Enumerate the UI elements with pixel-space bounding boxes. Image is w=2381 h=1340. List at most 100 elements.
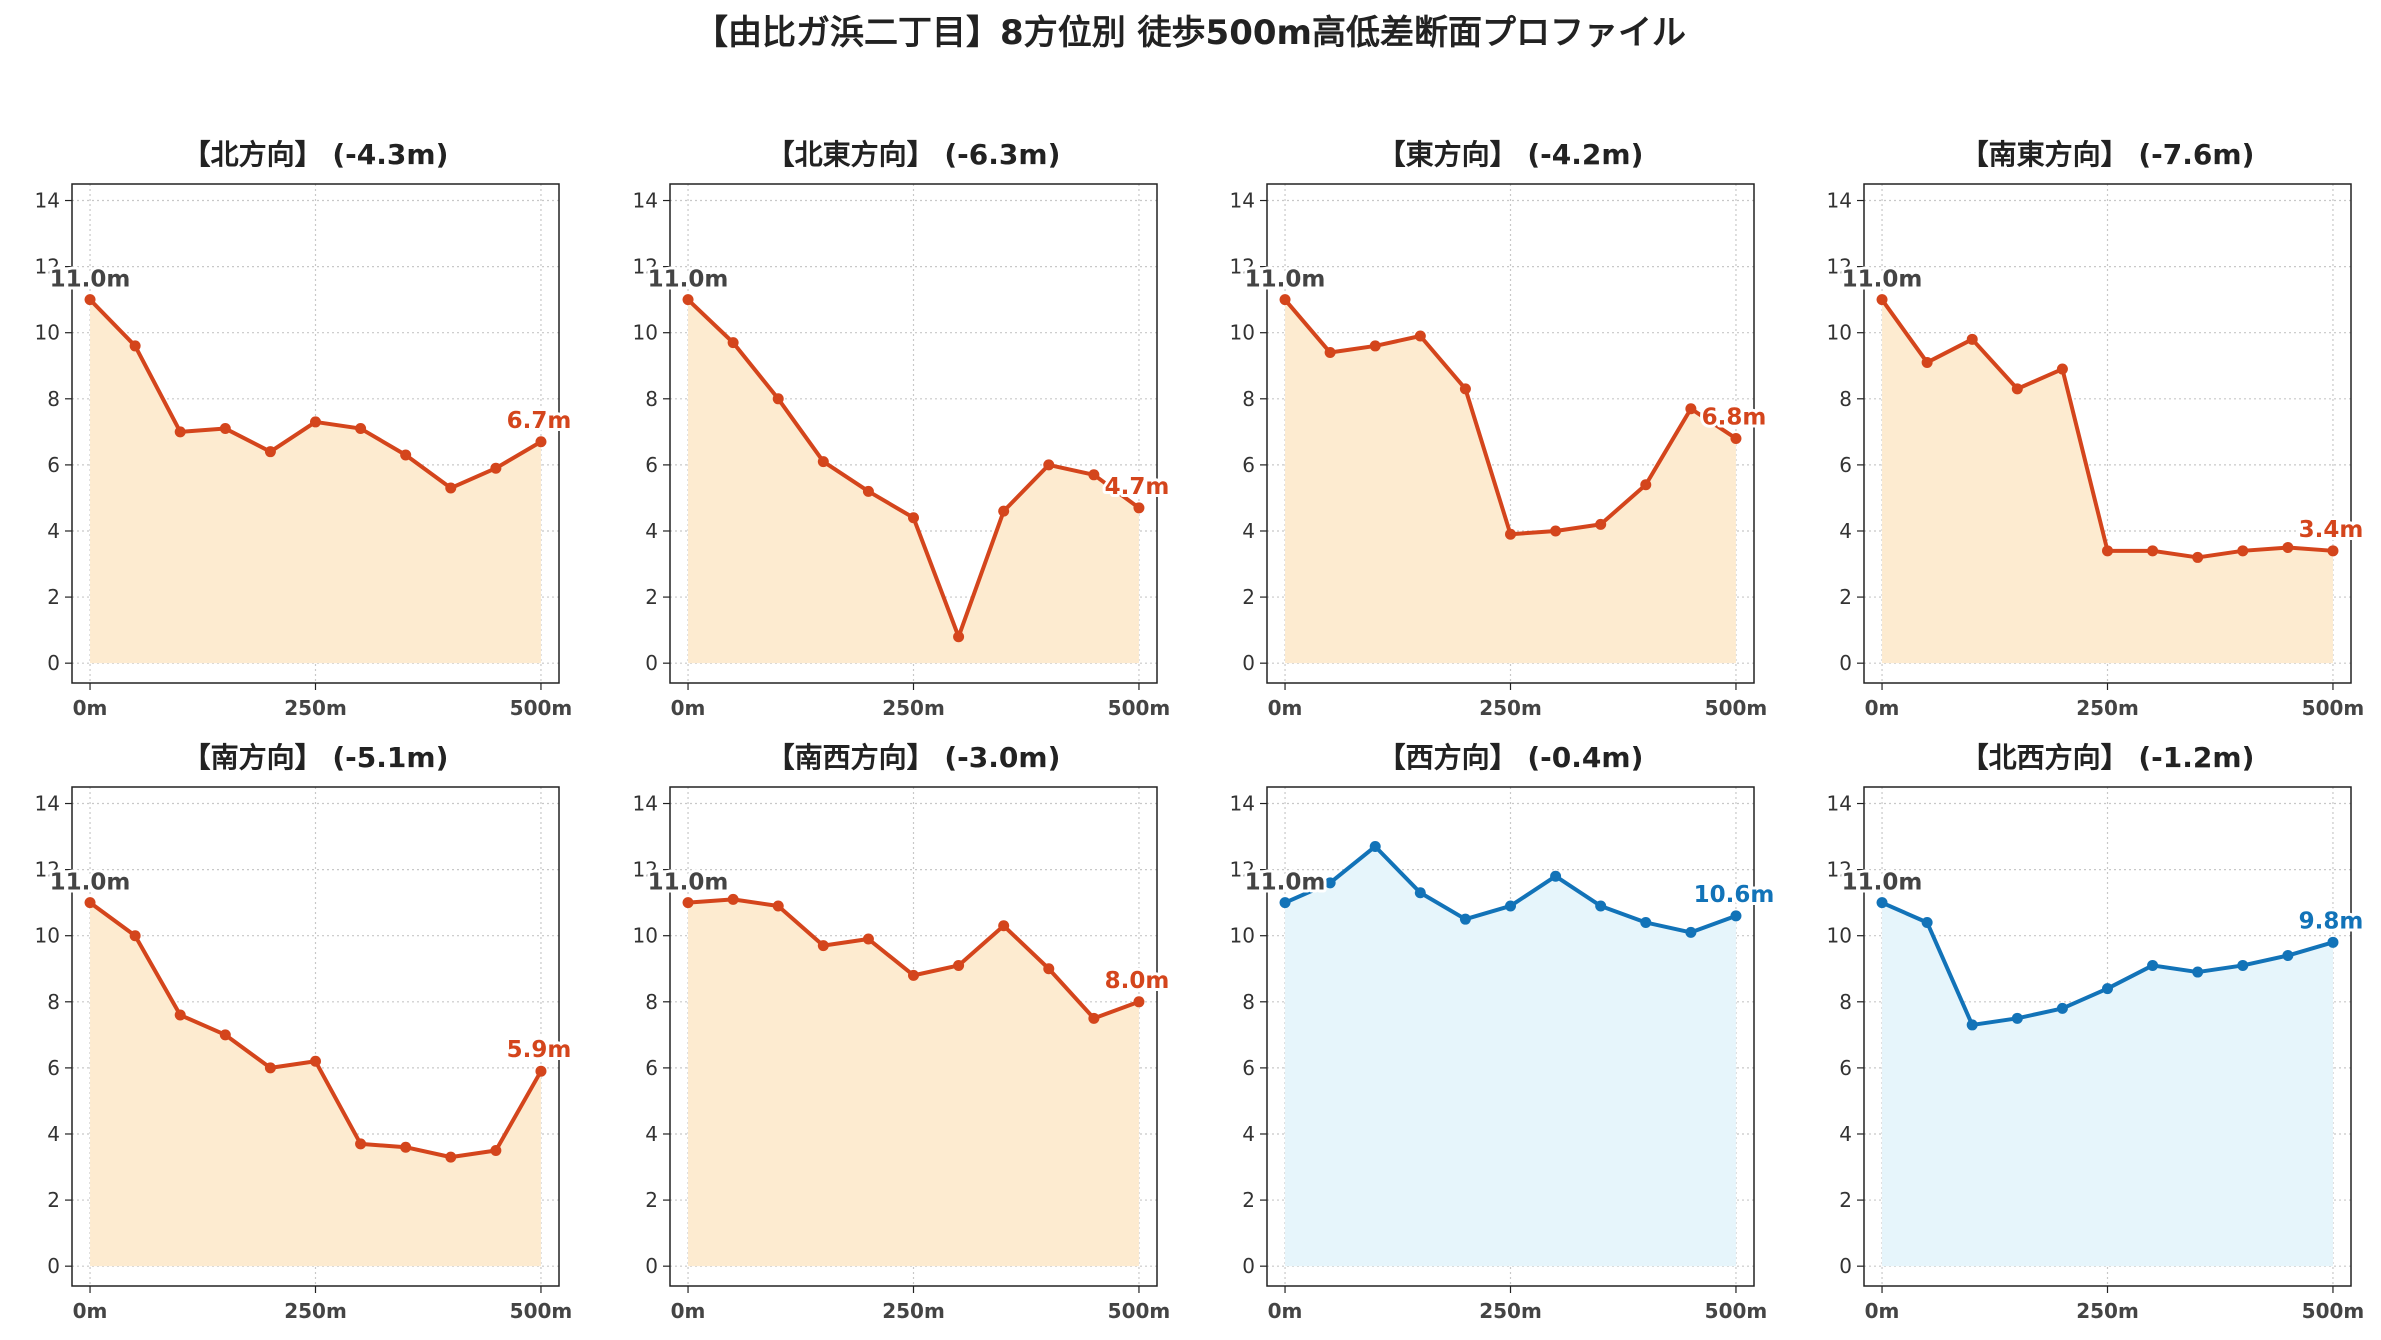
data-point [355,423,367,435]
data-point [1459,383,1471,395]
start-label: 11.0m [1842,870,1923,896]
y-tick-label: 14 [35,189,60,213]
y-tick-label: 0 [47,1254,60,1278]
end-label: 4.7m [1105,474,1170,500]
x-tick-label: 250m [882,696,945,720]
x-tick-label: 500m [2302,696,2365,720]
data-point [1595,518,1607,530]
y-tick-label: 12 [1230,858,1255,882]
x-tick-label: 250m [2076,1299,2139,1323]
data-point [2327,936,2339,948]
area-fill [1882,902,2333,1267]
data-point [772,393,784,405]
y-tick-label: 14 [1827,792,1852,816]
y-tick-label: 0 [1839,651,1852,675]
x-tick-label: 250m [1479,696,1542,720]
data-point [2327,545,2339,557]
data-point [908,969,919,981]
data-point [2237,545,2249,557]
y-tick-label: 6 [1839,1056,1852,1080]
axes-frame [71,183,560,684]
panel-title: 【北東方向】 (-6.3m) [767,138,1061,171]
x-tick-label: 500m [1705,1299,1768,1323]
area-fill [1285,846,1736,1267]
x-tick-label: 500m [510,1299,573,1323]
x-tick-label: 0m [671,696,706,720]
x-tick-label: 250m [882,1299,945,1323]
area-fill [90,299,541,664]
data-point [2056,1002,2068,1014]
data-point [1595,900,1607,912]
data-point [1324,347,1336,359]
panel-title: 【北西方向】 (-1.2m) [1961,741,2255,774]
y-tick-label: 10 [1827,924,1852,948]
data-point [310,416,321,428]
area-fill [1285,299,1736,664]
axes-frame [1266,786,1755,1287]
data-point [2282,542,2294,554]
data-point [772,900,784,912]
data-point [1414,330,1426,342]
data-point [1876,294,1888,306]
y-tick-label: 4 [645,1122,658,1146]
data-point [682,294,694,306]
y-tick-label: 0 [645,651,658,675]
y-tick-label: 14 [633,189,658,213]
data-point [1088,1012,1100,1024]
end-label: 3.4m [2299,517,2364,543]
data-point [1685,926,1697,938]
y-tick-label: 4 [645,519,658,543]
data-point [1730,910,1742,922]
y-tick-label: 4 [47,1122,60,1146]
y-tick-label: 2 [47,1188,60,1212]
data-point [355,1138,367,1150]
data-point [490,462,502,474]
area-fill [688,299,1139,664]
data-point [129,340,141,352]
y-tick-label: 0 [1242,651,1255,675]
data-point [1921,916,1933,928]
data-point [2011,1012,2023,1024]
data-point [2147,959,2159,971]
data-point [682,897,694,909]
data-point [400,449,412,461]
y-tick-label: 4 [1242,519,1255,543]
y-tick-label: 4 [1839,1122,1852,1146]
data-point [84,294,96,306]
axes-frame [1863,786,2352,1287]
data-point [174,426,186,438]
data-point [310,1055,321,1067]
data-point [1685,403,1697,415]
data-point [1550,870,1562,882]
data-point [1966,333,1978,345]
x-tick-label: 0m [671,1299,706,1323]
data-point [1043,459,1055,471]
x-tick-label: 250m [1479,1299,1542,1323]
y-tick-label: 8 [1839,387,1852,411]
data-point [1324,877,1336,889]
y-tick-label: 6 [47,453,60,477]
data-point [1966,1019,1978,1031]
x-tick-label: 500m [510,696,573,720]
y-tick-label: 6 [1839,453,1852,477]
y-tick-label: 12 [633,255,658,279]
data-point [2192,551,2204,563]
data-point [1505,900,1516,912]
y-tick-label: 8 [645,990,658,1014]
y-tick-label: 0 [645,1254,658,1278]
y-tick-label: 8 [1839,990,1852,1014]
chart-panel-3: 【東方向】 (-4.2m) 0 2 4 6 8 10 12 14 0m 250m 500m 11.0m 6… [1230,138,1770,720]
panel-title: 【南方向】 (-5.1m) [183,741,449,774]
x-tick-label: 250m [284,696,347,720]
axes-frame [669,183,1158,684]
y-tick-label: 12 [35,255,60,279]
x-tick-label: 0m [1865,1299,1900,1323]
data-point [1279,294,1291,306]
data-point [2147,545,2159,557]
data-point [445,1151,457,1163]
y-tick-label: 12 [1827,858,1852,882]
data-point [1459,913,1471,925]
y-tick-label: 8 [47,990,60,1014]
y-tick-label: 10 [35,321,60,345]
end-label: 5.9m [507,1037,572,1063]
